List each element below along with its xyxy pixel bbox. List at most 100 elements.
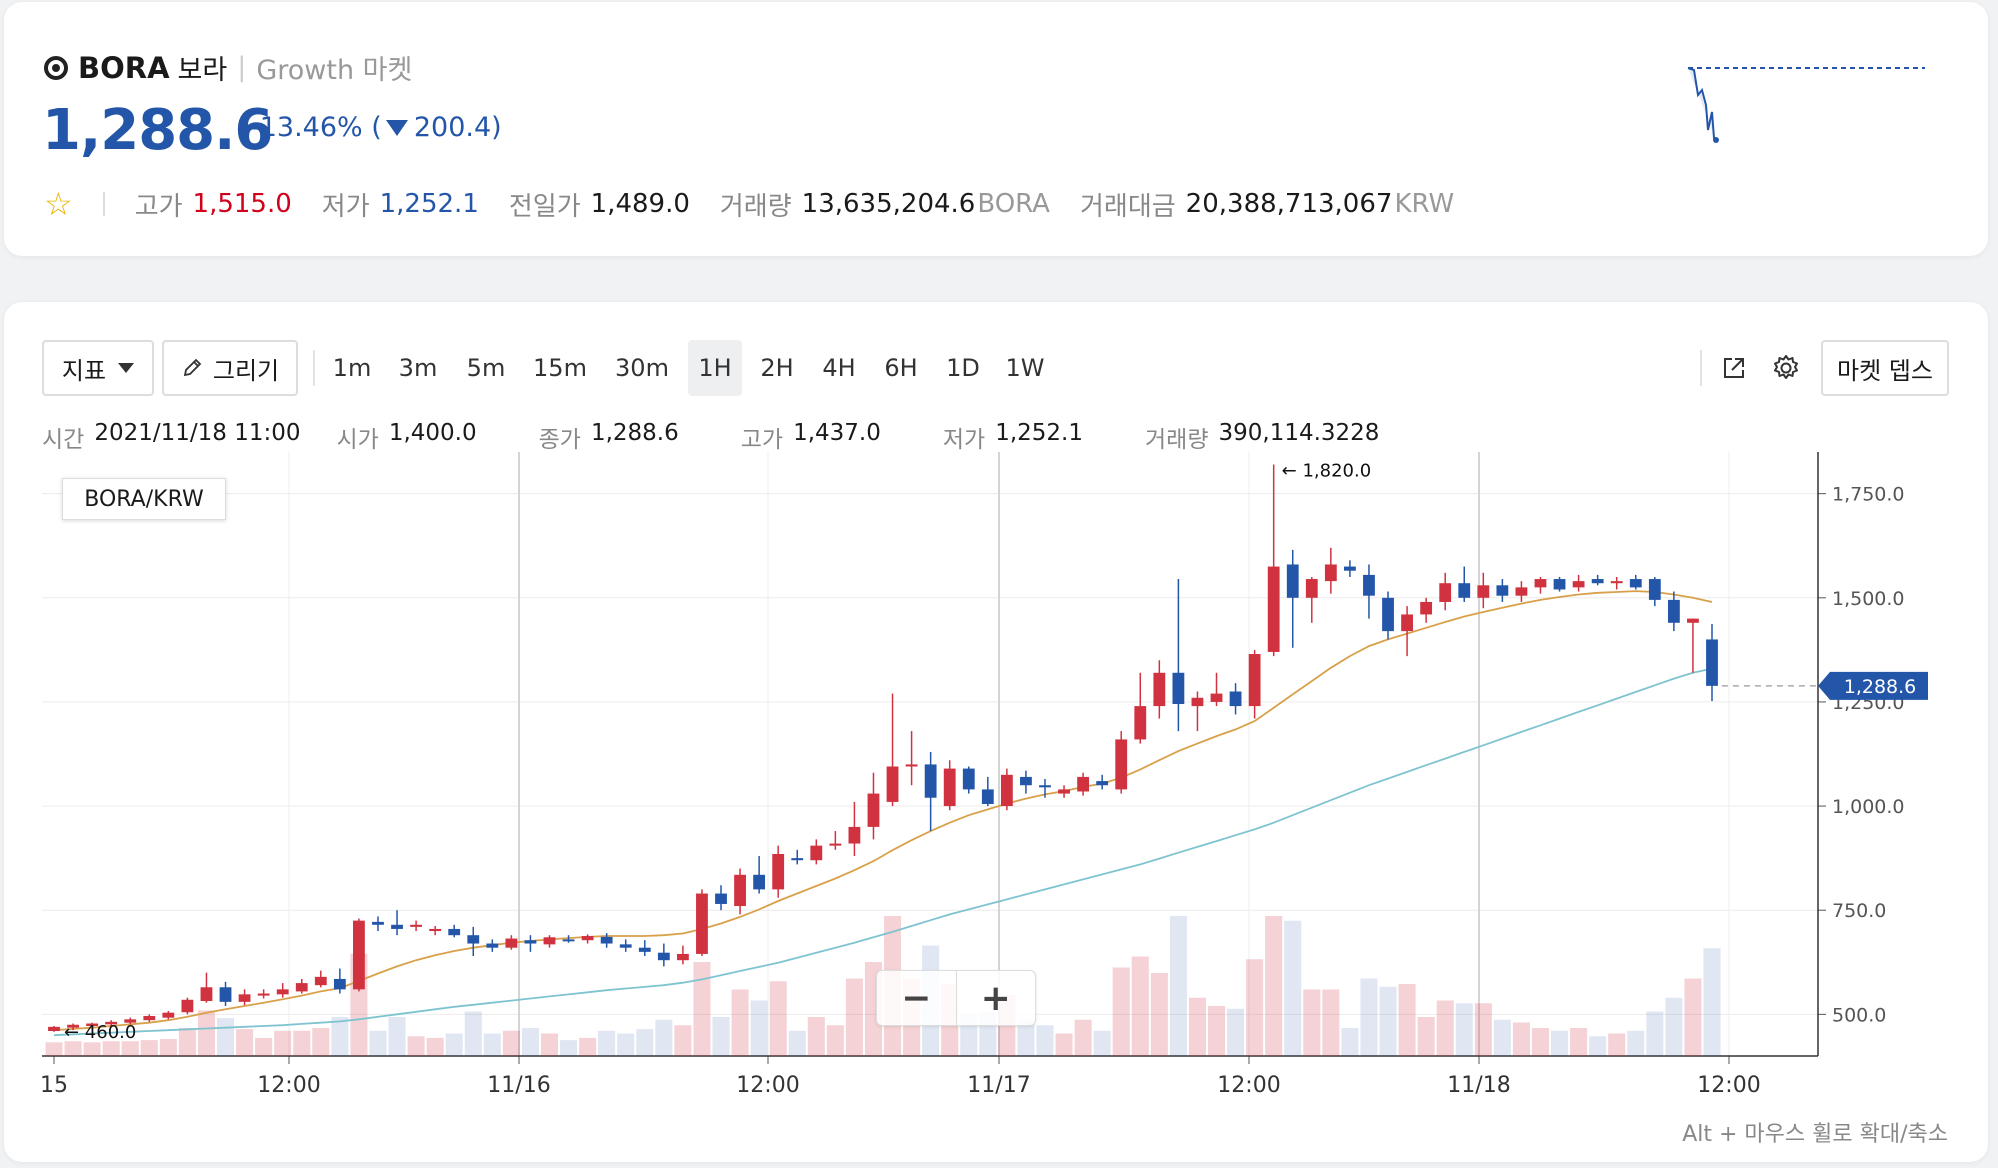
gear-icon[interactable] bbox=[1768, 350, 1804, 386]
timeframe-15m[interactable]: 15m bbox=[533, 354, 587, 382]
candle-body bbox=[1477, 585, 1490, 598]
candle-body bbox=[867, 793, 880, 827]
candle-body bbox=[333, 978, 346, 990]
volume-bar bbox=[1341, 1028, 1359, 1056]
candle-body bbox=[162, 1012, 175, 1018]
amount-unit: KRW bbox=[1394, 189, 1455, 219]
volume-bar bbox=[1169, 916, 1187, 1056]
volume-bar bbox=[636, 1029, 654, 1056]
y-tick-label: 500.0 bbox=[1832, 1004, 1886, 1026]
candle-body bbox=[1420, 601, 1433, 615]
candle-body bbox=[1610, 581, 1623, 584]
volume-bar bbox=[1093, 1030, 1111, 1056]
draw-button[interactable]: 그리기 bbox=[162, 340, 298, 396]
prev-close-value: 1,489.0 bbox=[590, 189, 690, 219]
candle-body bbox=[1324, 564, 1337, 582]
volume-bar bbox=[598, 1030, 616, 1056]
volume-bar bbox=[502, 1030, 520, 1056]
candle-body bbox=[1534, 579, 1547, 588]
indicator-label: 지표 bbox=[61, 356, 107, 385]
popout-icon[interactable] bbox=[1716, 350, 1752, 386]
volume-bar bbox=[788, 1030, 806, 1056]
x-tick-label: 11/18 bbox=[1447, 1073, 1510, 1098]
volume-bar bbox=[1493, 1019, 1511, 1056]
candle-body bbox=[1687, 618, 1699, 623]
volume-label: 거래량 bbox=[719, 191, 792, 222]
volume-bar bbox=[560, 1040, 578, 1056]
mini-sparkline bbox=[1687, 67, 1925, 143]
candle-body bbox=[105, 1021, 118, 1025]
candle-body bbox=[734, 874, 746, 907]
candle-body bbox=[1515, 587, 1528, 596]
market-depth-button[interactable]: 마켓 뎁스 bbox=[1821, 340, 1949, 396]
candle-body bbox=[1000, 774, 1013, 807]
volume-bar bbox=[1627, 1030, 1645, 1056]
candle-body bbox=[1553, 579, 1566, 590]
timeframe-1w[interactable]: 1W bbox=[1005, 354, 1045, 382]
y-tick-label: 1,500.0 bbox=[1832, 588, 1905, 610]
candle-body bbox=[1344, 566, 1356, 571]
candle-body bbox=[1591, 579, 1604, 584]
zoom-in-button[interactable]: + bbox=[955, 971, 1036, 1025]
volume-bar bbox=[1074, 1019, 1092, 1056]
candle-body bbox=[200, 987, 213, 1002]
volume-bar bbox=[1570, 1028, 1588, 1056]
candle-body bbox=[276, 989, 289, 995]
candle-body bbox=[753, 874, 766, 890]
candle-body bbox=[924, 764, 937, 798]
indicator-button[interactable]: 지표 bbox=[42, 340, 154, 396]
volume-bar bbox=[1188, 997, 1206, 1056]
volume-bar bbox=[236, 1029, 254, 1056]
pencil-icon bbox=[183, 358, 202, 377]
volume-bar bbox=[1246, 959, 1264, 1056]
volume-bar bbox=[331, 1017, 349, 1056]
zoom-out-button[interactable]: − bbox=[901, 977, 932, 1019]
candle-body bbox=[1172, 672, 1185, 705]
timeframe-30m[interactable]: 30m bbox=[615, 354, 669, 382]
volume-bar bbox=[140, 1040, 158, 1056]
candle-body bbox=[486, 943, 499, 948]
timeframe-1m[interactable]: 1m bbox=[332, 354, 372, 382]
change-rate: -13.46% bbox=[250, 112, 363, 143]
min-price-annotation: ← 460.0 bbox=[64, 1022, 136, 1043]
favorite-star-icon[interactable]: ☆ bbox=[44, 185, 73, 223]
timeframe-4h[interactable]: 4H bbox=[822, 354, 856, 382]
timeframe-1h[interactable]: 1H bbox=[688, 340, 742, 396]
sparkline-path bbox=[1687, 67, 1717, 141]
volume-bar bbox=[483, 1033, 501, 1056]
timeframe-6h[interactable]: 6H bbox=[884, 354, 918, 382]
candle-body bbox=[524, 940, 537, 944]
down-triangle-icon bbox=[385, 119, 408, 136]
x-tick-label: 12:00 bbox=[257, 1073, 320, 1098]
volume-bar bbox=[388, 1017, 406, 1056]
draw-label: 그리기 bbox=[212, 356, 280, 385]
volume-bar bbox=[1131, 956, 1149, 1056]
volume-bar bbox=[426, 1037, 444, 1056]
timeframe-3m[interactable]: 3m bbox=[398, 354, 438, 382]
candle-body bbox=[1382, 597, 1394, 632]
volume-bar bbox=[617, 1033, 635, 1056]
high-label: 고가 bbox=[134, 191, 183, 222]
ohlc-volume: 390,114.3228 bbox=[1218, 420, 1380, 446]
timeframe-5m[interactable]: 5m bbox=[466, 354, 506, 382]
timeframe-1d[interactable]: 1D bbox=[946, 354, 980, 382]
amount-label: 거래대금 bbox=[1079, 191, 1176, 222]
volume-bar bbox=[1207, 1006, 1226, 1056]
candle-body bbox=[1458, 583, 1471, 598]
change-amount: 200.4) bbox=[413, 112, 502, 143]
volume-bar bbox=[274, 1030, 292, 1056]
volume-bar bbox=[1512, 1022, 1530, 1056]
sparkline-dot bbox=[1713, 137, 1719, 143]
candle-body bbox=[1229, 691, 1242, 707]
candle-body bbox=[67, 1024, 79, 1028]
candle-body bbox=[829, 843, 842, 846]
max-price-annotation: ← 1,820.0 bbox=[1282, 460, 1372, 481]
volume-bar bbox=[1684, 978, 1702, 1056]
volume-bar bbox=[1417, 1017, 1435, 1056]
timeframe-2h[interactable]: 2H bbox=[760, 354, 794, 382]
x-tick-label: 12:00 bbox=[1697, 1073, 1760, 1098]
ohlc-legend: 시간 2021/11/18 11:00 시가 1,400.0 종가 1,288.… bbox=[42, 420, 1415, 454]
ohlc-open-label: 시가 bbox=[336, 427, 379, 453]
candle-body bbox=[1020, 776, 1032, 786]
ohlc-low: 1,252.1 bbox=[995, 420, 1083, 446]
